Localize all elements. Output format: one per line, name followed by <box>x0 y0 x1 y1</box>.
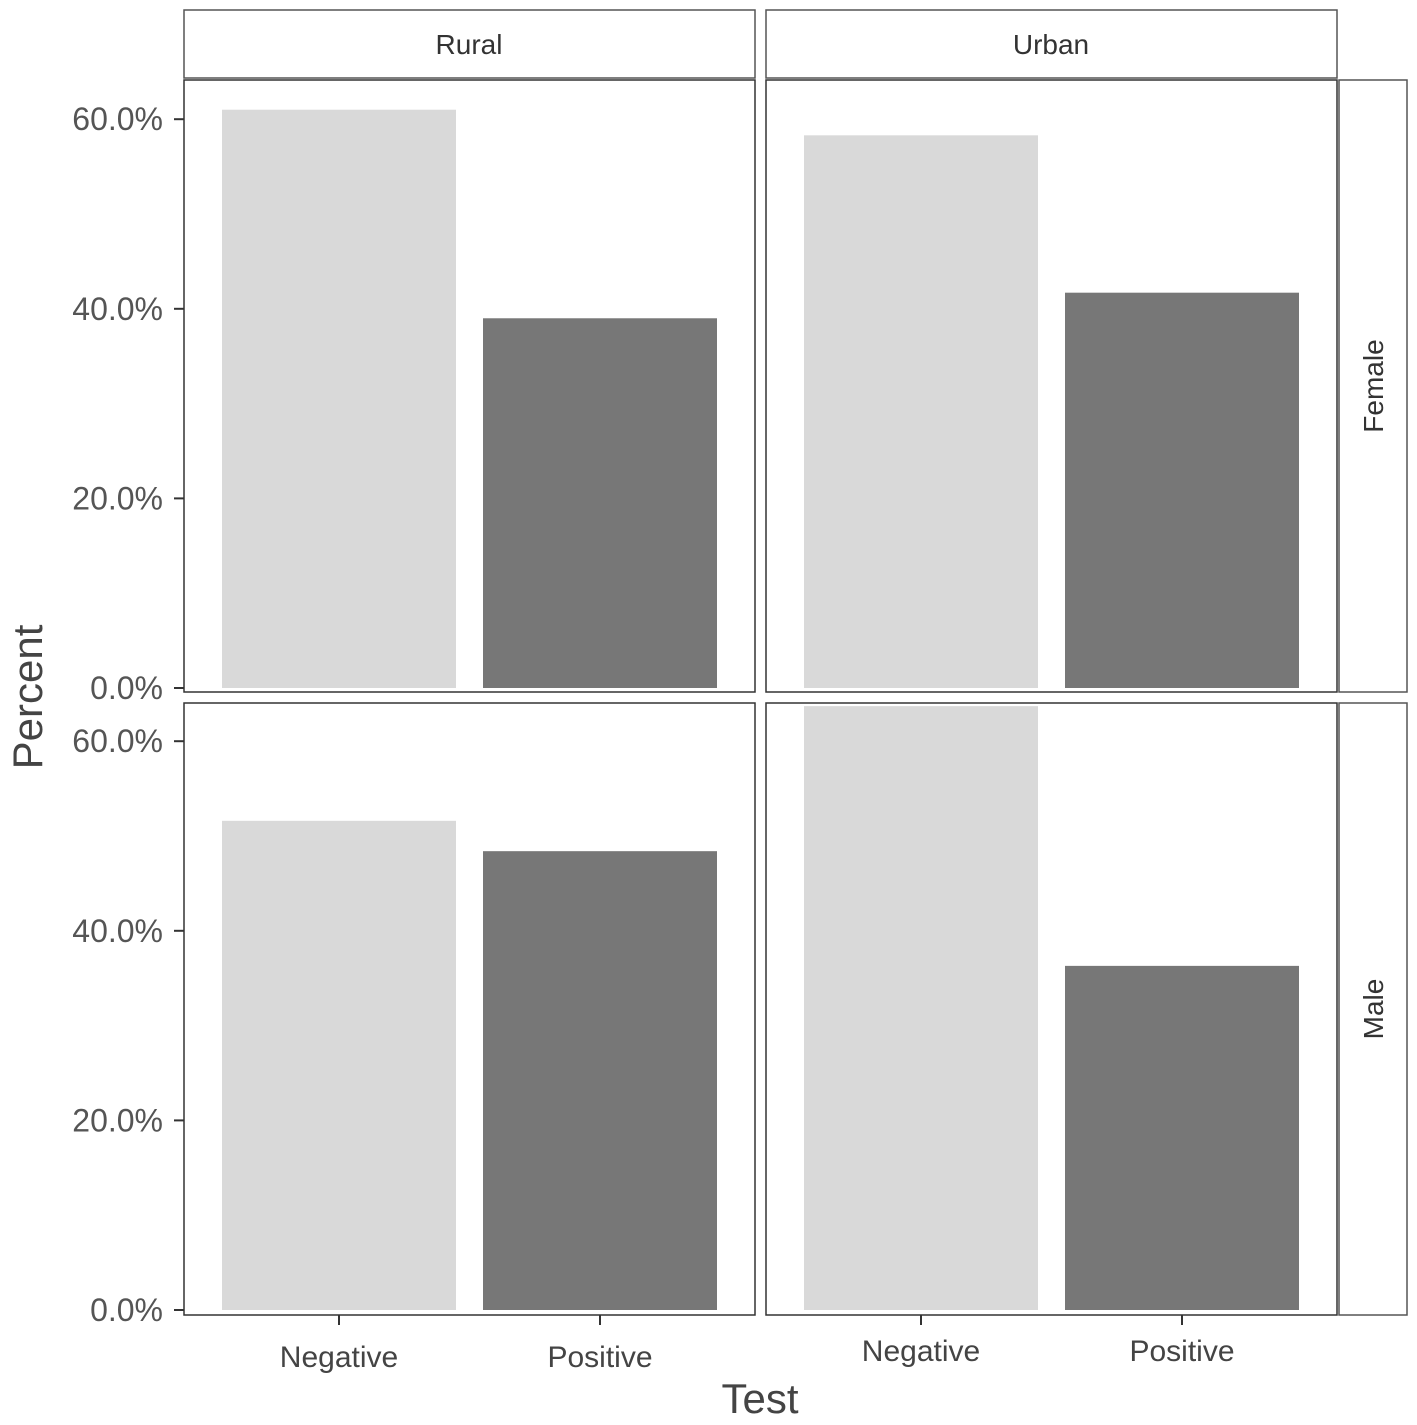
column-strip-label-urban: Urban <box>1013 29 1089 60</box>
x-axis-urban: Negative Positive <box>862 1315 1235 1368</box>
panel-urban-female <box>765 79 1338 693</box>
y-tick-label: 60.0% <box>72 101 163 137</box>
row-strip-male: Male <box>1338 702 1408 1316</box>
bar-negative <box>222 820 456 1310</box>
x-axis-title: Test <box>721 1375 798 1422</box>
x-tick-label-negative: Negative <box>862 1335 980 1368</box>
x-tick-label-positive: Positive <box>547 1341 652 1374</box>
row-strip-female: Female <box>1338 79 1408 693</box>
row-strip-label-female: Female <box>1358 339 1389 432</box>
y-axis-bottom: 0.0% 20.0% 40.0% 60.0% <box>72 723 184 1328</box>
bar-negative <box>222 109 456 689</box>
x-tick-label-positive: Positive <box>1129 1335 1234 1368</box>
bar-negative <box>804 135 1038 689</box>
y-tick-label: 20.0% <box>72 480 163 516</box>
bar-positive <box>483 851 717 1310</box>
panel-rural-female <box>183 79 756 693</box>
y-tick-label: 0.0% <box>90 670 163 706</box>
y-tick-label: 60.0% <box>72 723 163 759</box>
x-axis-rural: Negative Positive <box>280 1315 653 1374</box>
panel-border <box>183 79 756 693</box>
panel-border <box>765 79 1338 693</box>
panel-rural-male <box>183 702 756 1316</box>
x-tick-label-negative: Negative <box>280 1341 398 1374</box>
bar-positive <box>1065 965 1299 1310</box>
y-tick-label: 40.0% <box>72 291 163 327</box>
bar-positive <box>1065 292 1299 688</box>
y-axis-title: Percent <box>4 624 51 769</box>
y-tick-label: 40.0% <box>72 913 163 949</box>
row-strip-label-male: Male <box>1358 979 1389 1040</box>
panel-border <box>765 702 1338 1316</box>
panel-border <box>183 702 756 1316</box>
column-strip-label-rural: Rural <box>436 29 503 60</box>
y-tick-label: 0.0% <box>90 1292 163 1328</box>
column-strip-rural: Rural <box>183 9 756 79</box>
column-strip-urban: Urban <box>765 9 1338 79</box>
y-axis-top: 0.0% 20.0% 40.0% 60.0% <box>72 101 184 706</box>
bar-negative <box>804 706 1038 1310</box>
bar-positive <box>483 318 717 688</box>
y-tick-label: 20.0% <box>72 1102 163 1138</box>
panel-urban-male <box>765 702 1338 1316</box>
